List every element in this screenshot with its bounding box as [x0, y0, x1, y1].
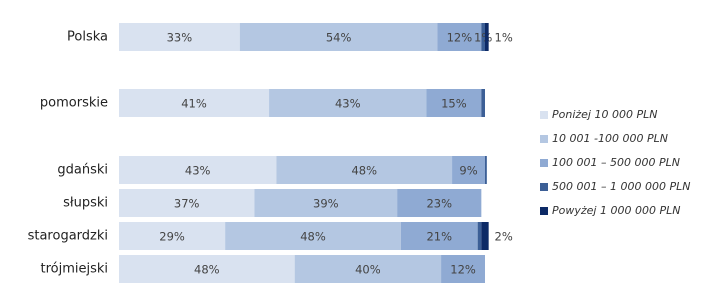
value-label: 12% — [450, 263, 476, 277]
bar-segment — [119, 156, 277, 184]
legend-label: 10 001 -100 000 PLN — [552, 132, 668, 145]
value-label: 15% — [441, 97, 467, 111]
value-label: 40% — [355, 263, 381, 277]
legend-label: Powyżej 1 000 000 PLN — [552, 204, 680, 217]
value-label: 9% — [459, 164, 477, 178]
category-label: trójmiejski — [40, 262, 108, 277]
value-label: 23% — [426, 197, 452, 211]
bar-segment — [485, 156, 487, 184]
bar-segment — [119, 23, 240, 51]
value-label: 43% — [185, 164, 211, 178]
bar-segment — [400, 222, 478, 250]
bar-segment — [276, 156, 453, 184]
value-label: 54% — [326, 31, 352, 45]
bar-segment — [119, 189, 255, 217]
bar-segment — [119, 89, 270, 117]
category-label: starogardzki — [28, 229, 108, 244]
bar-segment — [426, 89, 482, 117]
bar-segment — [485, 23, 489, 51]
bar-segment — [437, 23, 482, 51]
bar-segment — [269, 89, 427, 117]
value-label: 39% — [313, 197, 339, 211]
legend-swatch — [540, 159, 548, 167]
value-label: 29% — [159, 230, 185, 244]
category-label: słupski — [63, 196, 108, 211]
legend-label: 100 001 – 500 000 PLN — [552, 156, 680, 169]
bar-segment — [481, 23, 485, 51]
value-label: 48% — [351, 164, 377, 178]
legend-label: Poniżej 10 000 PLN — [552, 108, 657, 121]
value-label: 48% — [300, 230, 326, 244]
category-label: Polska — [67, 30, 108, 45]
bar-segment — [119, 222, 226, 250]
bar-segment — [225, 222, 401, 250]
value-label: 41% — [181, 97, 207, 111]
bar-segment — [441, 255, 485, 283]
bar-segment — [481, 89, 485, 117]
legend-swatch — [540, 111, 548, 119]
bar-segment — [294, 255, 442, 283]
legend-swatch — [540, 135, 548, 143]
bar-segment — [397, 189, 482, 217]
legend-swatch — [540, 207, 548, 215]
bar-segment — [477, 222, 482, 250]
value-label: 48% — [194, 263, 220, 277]
bar-segment — [452, 156, 485, 184]
value-label: 12% — [447, 31, 473, 45]
legend-swatch — [540, 183, 548, 191]
value-label: 1% — [495, 31, 513, 45]
bar-segment — [119, 255, 295, 283]
value-label: 1% — [474, 31, 492, 45]
bar-segment — [254, 189, 398, 217]
value-label: 21% — [426, 230, 452, 244]
category-label: pomorskie — [40, 96, 108, 111]
bar-segment — [239, 23, 438, 51]
value-label: 37% — [174, 197, 200, 211]
bar-segment — [481, 222, 489, 250]
legend-label: 500 001 – 1 000 000 PLN — [552, 180, 690, 193]
value-label: 2% — [495, 230, 513, 244]
value-label: 43% — [335, 97, 361, 111]
category-label: gdański — [57, 163, 108, 178]
value-label: 33% — [167, 31, 193, 45]
